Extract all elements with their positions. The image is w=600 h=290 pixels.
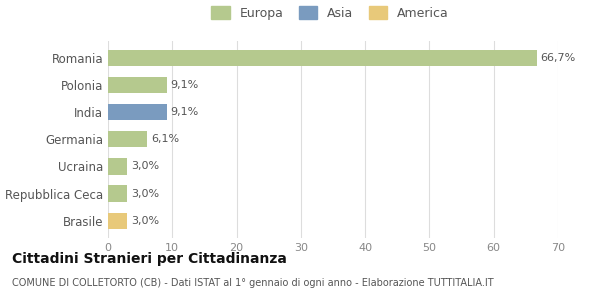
Bar [108,213,127,229]
Text: 9,1%: 9,1% [170,107,199,117]
Text: 3,0%: 3,0% [131,188,159,199]
Text: 3,0%: 3,0% [131,216,159,226]
Text: Cittadini Stranieri per Cittadinanza: Cittadini Stranieri per Cittadinanza [12,252,287,266]
Text: 9,1%: 9,1% [170,80,199,90]
Legend: Europa, Asia, America: Europa, Asia, America [211,6,449,20]
Bar [108,77,167,93]
Text: 66,7%: 66,7% [541,53,576,63]
Bar [108,50,537,66]
Bar [108,131,147,147]
Bar [108,158,127,175]
Bar [108,104,167,120]
Text: 3,0%: 3,0% [131,161,159,171]
Bar [108,185,127,202]
Text: COMUNE DI COLLETORTO (CB) - Dati ISTAT al 1° gennaio di ogni anno - Elaborazione: COMUNE DI COLLETORTO (CB) - Dati ISTAT a… [12,278,494,288]
Text: 6,1%: 6,1% [151,134,179,144]
